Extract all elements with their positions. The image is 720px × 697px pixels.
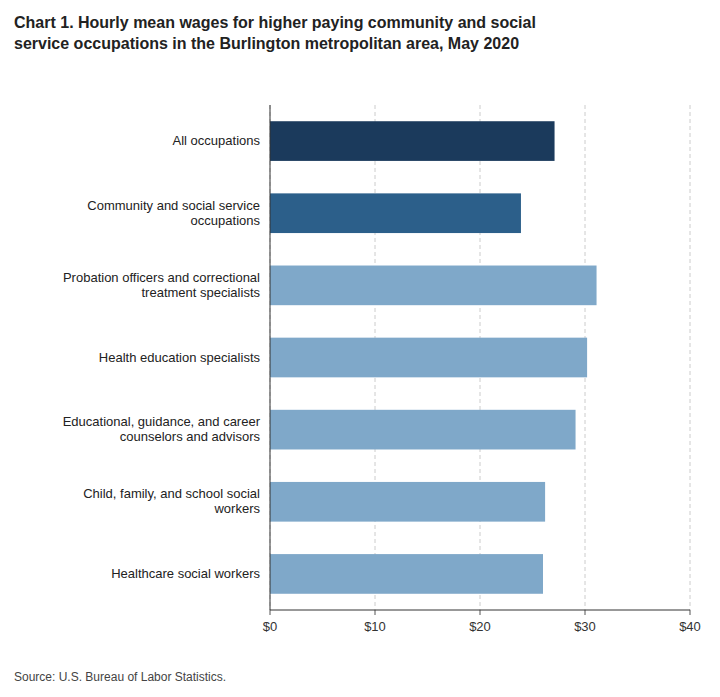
category-label: All occupations [173, 133, 261, 148]
x-axis [270, 610, 690, 611]
bar [270, 554, 543, 594]
bar [270, 121, 555, 161]
y-axis [270, 105, 271, 610]
tick-label: $20 [469, 619, 491, 634]
category-label: Child, family, and school socialworkers [83, 486, 260, 516]
tick-mark [585, 610, 586, 615]
bar [270, 266, 597, 306]
tick-mark [690, 610, 691, 615]
tick-mark [270, 610, 271, 615]
bar [270, 410, 576, 450]
bar [270, 193, 521, 233]
bar [270, 338, 587, 378]
tick-label: $30 [574, 619, 596, 634]
category-label: Health education specialists [99, 350, 261, 365]
grid-line [270, 105, 271, 610]
category-label: Probation officers and correctionaltreat… [63, 270, 261, 300]
category-label: Community and social serviceoccupations [87, 198, 260, 228]
grid [270, 105, 690, 610]
title: Chart 1. Hourly mean wages for higher pa… [14, 14, 536, 52]
category-label: Healthcare social workers [111, 566, 260, 581]
chart: Chart 1. Hourly mean wages for higher pa… [0, 0, 720, 697]
grid-line [690, 105, 691, 610]
bar [270, 482, 545, 522]
source: Source: U.S. Bureau of Labor Statistics. [14, 670, 226, 684]
tick-label: $10 [364, 619, 386, 634]
tick-label: $0 [263, 619, 277, 634]
tick-label: $40 [679, 619, 701, 634]
background [0, 0, 720, 697]
tick-mark [375, 610, 376, 615]
tick-mark [480, 610, 481, 615]
category-label: Educational, guidance, and careercounsel… [63, 414, 261, 444]
bars [270, 121, 597, 594]
